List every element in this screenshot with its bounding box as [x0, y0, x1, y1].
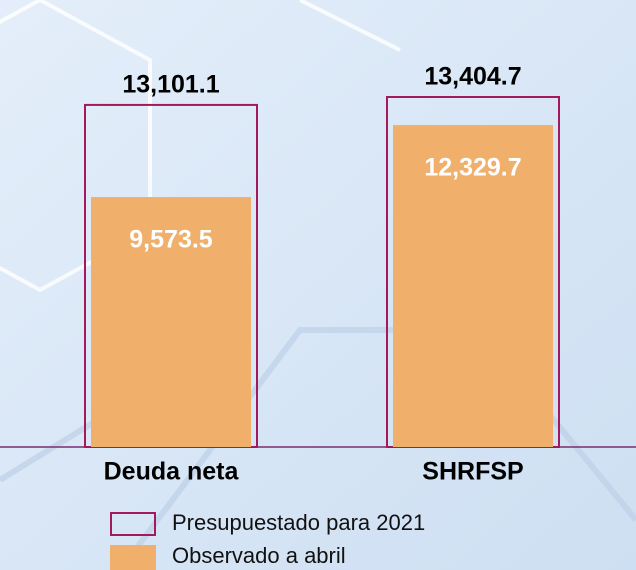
legend-label: Observado a abril — [172, 543, 346, 568]
legend-swatch — [110, 545, 156, 570]
data-label: 12,329.7 — [424, 154, 521, 182]
legend-swatch — [110, 512, 156, 536]
bar — [393, 125, 553, 447]
data-label: 9,573.5 — [129, 226, 213, 254]
decoration — [0, 0, 401, 293]
data-label: 13,101.1 — [122, 71, 219, 99]
x-tick-label: Deuda neta — [104, 458, 240, 486]
legend-label: Presupuestado para 2021 — [172, 510, 425, 535]
bar — [91, 197, 251, 447]
x-tick-label: SHRFSP — [422, 458, 523, 486]
data-label: 13,404.7 — [424, 63, 521, 91]
